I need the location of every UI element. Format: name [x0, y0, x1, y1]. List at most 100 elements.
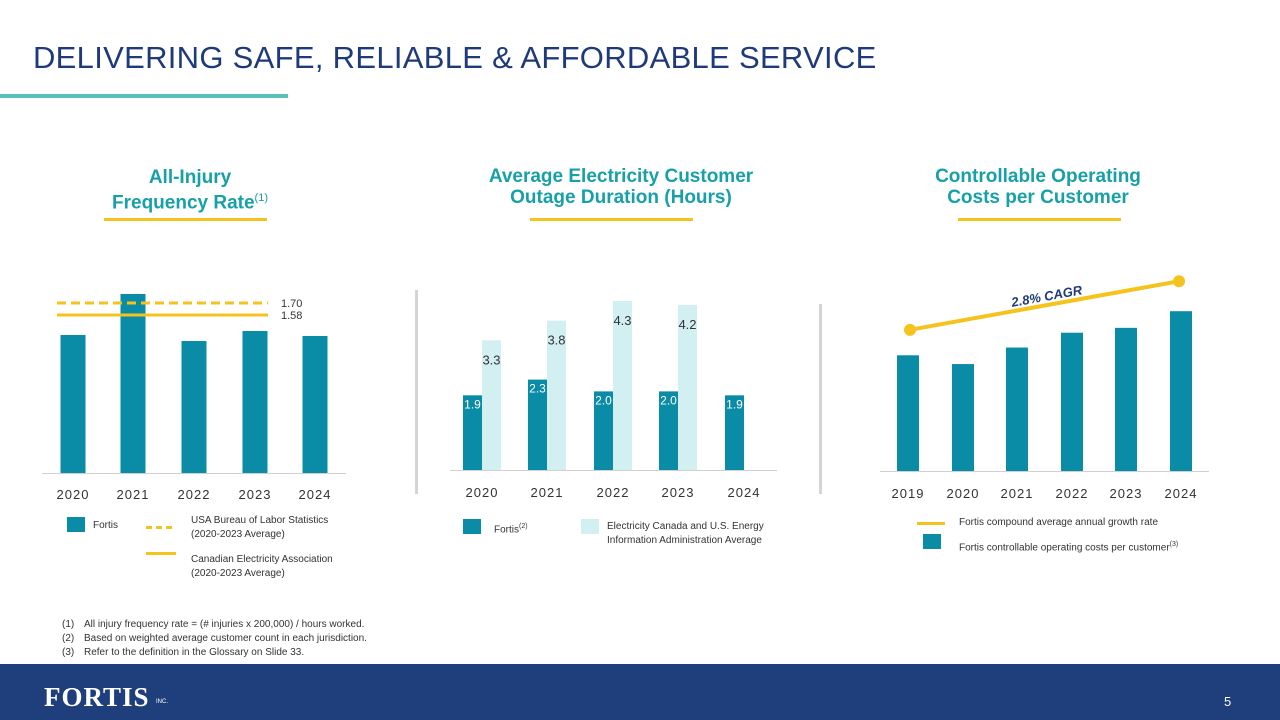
chart1-title: All-Injury Frequency Rate(1) — [30, 167, 350, 213]
c2-bar-avg-2022 — [613, 301, 632, 470]
slide-title: DELIVERING SAFE, RELIABLE & AFFORDABLE S… — [33, 40, 877, 75]
legend-usa-line2: (2020-2023 Average) — [191, 529, 285, 540]
c3-bar-2023 — [1115, 327, 1137, 471]
title-underline — [0, 94, 288, 98]
c1-bar-2020 — [60, 335, 86, 473]
c3-xtick-2019: 2019 — [892, 486, 925, 501]
c2-bar-avg-2021 — [547, 320, 566, 470]
c3-cagr-start-dot — [904, 323, 916, 336]
legend-label-fortis-c2: Fortis(2) — [494, 520, 528, 537]
c3-cagr-line — [909, 279, 1180, 332]
footnote-1-num: (1) — [62, 619, 75, 630]
legend-swatch-cagr — [917, 522, 945, 525]
legend-label-cea: Canadian Electricity Association (2020-2… — [191, 553, 333, 581]
c2-bar-fortis-2023 — [659, 391, 678, 470]
c1-xtick-2022: 2022 — [178, 487, 211, 502]
footnote-3: (3) Refer to the definition in the Glossa… — [62, 646, 367, 660]
chart2-title-line2: Outage Duration (Hours) — [510, 187, 732, 208]
c3-bar-2024 — [1170, 311, 1192, 471]
c2-xtick-2024: 2024 — [728, 485, 761, 500]
legend-label-fortis-c1: Fortis — [93, 520, 118, 531]
c1-xtick-2020: 2020 — [57, 487, 90, 502]
c2-label-fortis-2024: 1.9 — [726, 397, 743, 411]
footer-bar — [0, 664, 1280, 720]
c3-cagr-end-dot — [1173, 275, 1185, 288]
chart1-title-rule — [104, 218, 267, 221]
chart2-title-line1: Average Electricity Customer — [488, 166, 754, 187]
legend-swatch-fortis-c2 — [463, 519, 481, 534]
c3-bar-2022 — [1061, 332, 1083, 471]
c2-label-avg-2020: 3.3 — [482, 352, 500, 367]
c3-xtick-2023: 2023 — [1110, 486, 1143, 501]
c1-xtick-2023: 2023 — [239, 487, 272, 502]
legend-costs-sup: (3) — [1169, 541, 1179, 548]
c2-xtick-2022: 2022 — [597, 485, 630, 500]
footnote-2-text: Based on weighted average customer count… — [84, 633, 367, 644]
c1-bar-2023 — [242, 331, 268, 473]
c3-xtick-2021: 2021 — [1001, 486, 1034, 501]
legend-ec-eia-line1: Electricity Canada and U.S. Energy — [607, 521, 764, 532]
c1-bar-2021 — [120, 294, 146, 473]
c2-label-avg-2021: 3.8 — [547, 333, 565, 348]
fortis-logo: FORTIS — [44, 682, 150, 712]
c2-xtick-2021: 2021 — [531, 485, 564, 500]
c2-label-fortis-2022: 2.0 — [595, 393, 612, 407]
chart3-title: Controllable Operating Costs per Custome… — [878, 166, 1198, 208]
footnote-2: (2) Based on weighted average customer co… — [62, 632, 367, 646]
c2-bar-fortis-2021 — [528, 379, 547, 470]
c1-reflabel-1: 1.58 — [281, 310, 302, 322]
c1-bar-2024 — [302, 336, 328, 473]
legend-cea-line2: (2020-2023 Average) — [191, 568, 285, 579]
c2-label-avg-2022: 4.3 — [613, 313, 631, 328]
c2-xtick-2023: 2023 — [662, 485, 695, 500]
legend-swatch-usa — [146, 526, 176, 529]
footnote-1: (1) All injury frequency rate = (# injuri… — [62, 618, 367, 632]
footnotes: (1) All injury frequency rate = (# injuri… — [62, 618, 367, 660]
footnote-3-text: Refer to the definition in the Glossary … — [84, 647, 305, 658]
legend-label-ec-eia: Electricity Canada and U.S. Energy Infor… — [607, 520, 764, 548]
chart2-title: Average Electricity Customer Outage Dura… — [461, 166, 781, 208]
legend-label-usa: USA Bureau of Labor Statistics (2020-202… — [191, 514, 328, 542]
c2-bar-fortis-2020 — [463, 395, 482, 470]
c2-label-fortis-2020: 1.9 — [464, 397, 481, 411]
c1-reflabel-0: 1.70 — [281, 298, 302, 310]
c2-bar-fortis-2024 — [725, 395, 744, 470]
chart1-title-sup: (1) — [254, 192, 268, 204]
legend-swatch-costs — [923, 534, 941, 549]
c2-label-fortis-2021: 2.3 — [529, 382, 546, 396]
chart2-title-rule — [530, 218, 693, 221]
legend-swatch-cea — [146, 552, 176, 555]
chart-divider-2 — [819, 304, 822, 494]
footnote-2-num: (2) — [62, 633, 75, 644]
legend-usa-line1: USA Bureau of Labor Statistics — [191, 515, 329, 526]
chart1-title-line1: All-Injury — [148, 167, 232, 188]
chart3-title-line2: Costs per Customer — [947, 187, 1129, 208]
page-number: 5 — [1224, 694, 1232, 709]
c3-xtick-2020: 2020 — [947, 486, 980, 501]
legend-swatch-fortis-c1 — [67, 517, 85, 532]
legend-label-costs: Fortis controllable operating costs per … — [959, 538, 1178, 555]
c2-bar-fortis-2022 — [594, 391, 613, 470]
c2-label-avg-2023: 4.2 — [678, 317, 696, 332]
legend-fortis-c2-sup: (2) — [519, 523, 528, 530]
c2-bar-avg-2023 — [678, 304, 697, 470]
footnote-1-text: All injury frequency rate = (# injuries … — [84, 619, 365, 630]
c2-xtick-2020: 2020 — [466, 485, 499, 500]
c3-bar-2021 — [1006, 347, 1028, 471]
chart1-title-line2: Frequency Rate — [112, 192, 255, 214]
c1-bar-2022 — [181, 341, 207, 473]
footnote-3-num: (3) — [62, 647, 75, 658]
c2-label-fortis-2023: 2.0 — [660, 393, 677, 407]
legend-fortis-c2-text: Fortis — [494, 524, 519, 536]
c1-xtick-2024: 2024 — [299, 487, 332, 502]
legend-costs-text: Fortis controllable operating costs per … — [959, 542, 1170, 554]
chart3-title-rule — [958, 218, 1121, 221]
c2-bar-avg-2020 — [482, 340, 501, 470]
c3-bar-2020 — [952, 364, 974, 471]
c3-bar-2019 — [897, 355, 919, 471]
legend-ec-eia-line2: Information Administration Average — [607, 535, 762, 546]
chart3-title-line1: Controllable Operating — [935, 166, 1141, 187]
legend-cea-line1: Canadian Electricity Association — [191, 554, 333, 565]
chart-divider-1 — [415, 290, 418, 494]
c3-xtick-2024: 2024 — [1165, 486, 1198, 501]
